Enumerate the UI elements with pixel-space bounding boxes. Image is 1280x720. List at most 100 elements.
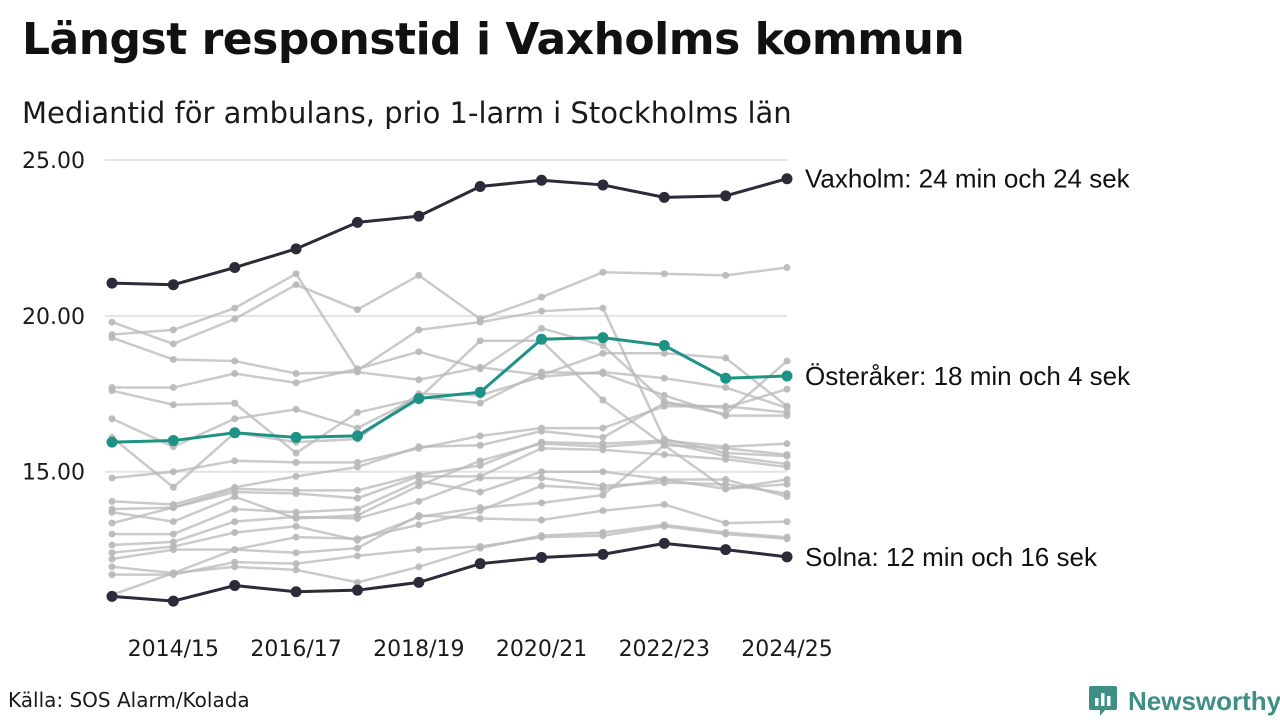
- data-point: [292, 566, 300, 574]
- background-series-line: [108, 521, 791, 599]
- data-point: [169, 546, 177, 554]
- data-point: [783, 451, 791, 459]
- data-point: [538, 499, 546, 507]
- data-point: [783, 493, 791, 501]
- data-point-solna: [474, 558, 486, 570]
- series-line: [111, 370, 787, 449]
- data-point: [476, 441, 484, 449]
- series-line: [111, 266, 788, 346]
- data-point: [108, 563, 116, 571]
- series-line: [111, 440, 788, 523]
- data-point-oster-ker: [106, 436, 118, 448]
- chart-title: Längst responstid i Vaxholms kommun: [22, 14, 965, 65]
- data-point-vaxholm: [106, 277, 118, 289]
- data-point: [722, 519, 730, 527]
- data-point: [538, 468, 546, 476]
- y-tick-label: 15.00: [22, 461, 85, 486]
- chart-subtitle: Mediantid för ambulans, prio 1-larm i St…: [22, 96, 792, 130]
- data-point-oster-ker: [413, 392, 425, 404]
- data-point: [108, 474, 116, 482]
- data-point: [108, 541, 116, 549]
- data-point: [415, 563, 423, 571]
- background-series: [108, 264, 791, 599]
- data-point: [108, 571, 116, 579]
- data-point: [415, 521, 423, 529]
- data-point: [476, 399, 484, 407]
- data-point: [722, 476, 730, 484]
- series-line: [111, 405, 788, 480]
- series-line-vaxholm: [111, 177, 788, 287]
- data-point: [353, 544, 361, 552]
- data-point: [415, 271, 423, 279]
- data-point: [722, 443, 730, 451]
- series-line-oster-ker: [111, 336, 788, 444]
- data-point: [476, 318, 484, 326]
- data-point: [476, 457, 484, 465]
- data-point: [108, 415, 116, 423]
- data-point: [783, 357, 791, 365]
- data-point-oster-ker: [474, 386, 486, 398]
- data-point: [169, 530, 177, 538]
- data-point: [353, 486, 361, 494]
- data-point: [231, 357, 239, 365]
- data-point: [538, 293, 546, 301]
- data-point: [722, 529, 730, 537]
- data-point: [169, 384, 177, 392]
- data-point: [353, 424, 361, 432]
- data-point-vaxholm: [781, 173, 793, 185]
- data-point: [599, 396, 607, 404]
- data-point: [599, 491, 607, 499]
- data-point-vaxholm: [351, 216, 363, 228]
- data-point: [353, 365, 361, 373]
- data-point: [353, 578, 361, 586]
- data-point: [538, 427, 546, 435]
- series-line: [112, 470, 788, 536]
- data-point: [476, 488, 484, 496]
- x-tick-label: 2016/17: [250, 637, 341, 662]
- data-point: [783, 385, 791, 393]
- data-point: [108, 497, 116, 505]
- data-point-solna: [413, 576, 425, 588]
- x-tick-label: 2018/19: [373, 637, 464, 662]
- data-point: [292, 458, 300, 466]
- data-point: [538, 516, 546, 524]
- data-point: [599, 529, 607, 537]
- series-line: [112, 525, 788, 576]
- x-axis-ticks: 2014/15 2016/17 2018/19 2020/21 2022/23 2024/…: [128, 637, 833, 662]
- data-point: [292, 513, 300, 521]
- background-series-line: [108, 444, 791, 527]
- data-point: [538, 444, 546, 452]
- data-point: [108, 318, 116, 326]
- data-point: [783, 440, 791, 448]
- data-point: [108, 334, 116, 342]
- data-point: [783, 463, 791, 471]
- data-point: [353, 535, 361, 543]
- data-point: [353, 463, 361, 471]
- data-point: [231, 315, 239, 323]
- y-axis-ticks: 15.00 20.00 25.00: [22, 149, 85, 486]
- data-point: [722, 271, 730, 279]
- data-point-solna: [290, 586, 302, 598]
- data-point-solna: [781, 551, 793, 563]
- data-point-vaxholm: [229, 262, 241, 274]
- data-point: [353, 306, 361, 314]
- data-point: [292, 490, 300, 498]
- data-point-oster-ker: [597, 332, 609, 344]
- series-line: [111, 476, 788, 547]
- data-point: [599, 446, 607, 454]
- data-point: [783, 264, 791, 272]
- data-point: [292, 405, 300, 413]
- data-point-solna: [167, 595, 179, 607]
- data-point: [231, 370, 239, 378]
- data-point-solna: [229, 580, 241, 592]
- data-point: [415, 326, 423, 334]
- data-point: [169, 468, 177, 476]
- series-line: [111, 336, 788, 408]
- data-point: [538, 532, 546, 540]
- data-point-vaxholm: [597, 179, 609, 191]
- data-point: [231, 488, 239, 496]
- data-point-oster-ker: [536, 333, 548, 345]
- data-point: [599, 485, 607, 493]
- data-point: [476, 365, 484, 373]
- series-line: [111, 523, 788, 597]
